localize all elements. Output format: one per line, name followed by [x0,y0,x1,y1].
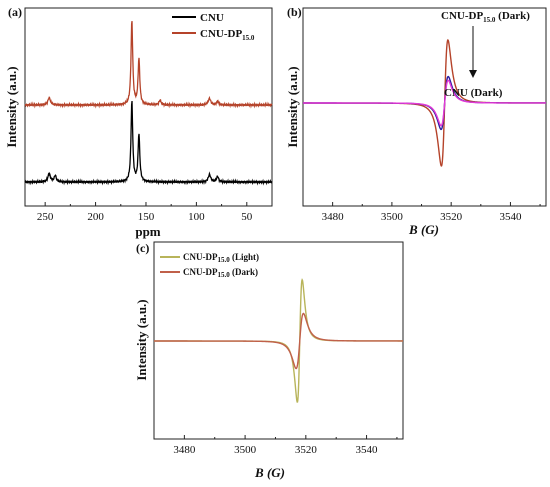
panel-c-ylabel: Intensity (a.u.) [134,299,149,380]
panel-c-xlabel: B (G) [254,465,285,480]
panel-b-ylabel: Intensity (a.u.) [285,66,300,147]
x-tick-label: 100 [188,211,205,223]
x-tick-label: 3480 [173,444,196,456]
x-tick-label: 3520 [440,211,463,223]
legend-label-light: CNU-DP15.0 (Light) [183,252,259,264]
panel-b-annotation-cnu-dp: CNU-DP15.0 (Dark) [441,10,530,24]
panel-a-curves [24,21,273,186]
legend-label-dark-tail: (Dark) [230,267,258,277]
legend-label-light-main: CNU-DP [183,252,218,262]
panel-b-ticks: 3480 3500 3520 3540 [322,202,541,223]
panel-c-xlabel-unit: (G) [267,465,285,480]
panel-b-annotation-arrowhead [469,70,477,78]
legend-label-cnu-dp: CNU-DP15.0 [200,28,255,42]
panel-c-ticks: 3480 3500 3520 3540 [173,435,398,456]
panel-b: (b) 3480 3500 3520 3540 Intensity (a.u.) B … [285,5,547,237]
legend-label-cnu: CNU [200,12,224,24]
panel-b-xlabel: B (G) [408,222,439,237]
panel-a-ylabel: Intensity (a.u.) [4,66,19,147]
x-tick-label: 3500 [234,444,257,456]
x-tick-label: 150 [138,211,155,223]
panel-b-curves [303,38,546,167]
panel-c-curves [154,278,403,403]
panel-a-frame [24,7,273,207]
panel-b-annotation-cnu-dp-tail: (Dark) [495,10,530,22]
x-tick-label: 3540 [499,211,522,223]
panel-c: (c) 3480 3500 3520 3540 Intensity (a.u.) B … [134,241,404,480]
series-line-cnu-dp [24,21,273,109]
x-tick-label: 250 [37,211,54,223]
panel-b-xlabel-main: B [408,222,418,237]
panel-b-annotation-cnu-dp-main: CNU-DP [441,10,483,22]
panel-b-annotation-cnu: CNU (Dark) [444,87,503,99]
panel-c-label: (c) [136,241,149,255]
panel-b-label: (b) [287,5,302,19]
panel-a-ticks: 250 200 150 100 50 [37,202,253,223]
panel-b-annotation-cnu-dp-sub: 15.0 [483,16,496,24]
legend-label-cnu-dp-sub: 15.0 [242,34,255,42]
panel-b-frame [302,7,547,207]
panel-c-legend: CNU-DP15.0 (Light) CNU-DP15.0 (Dark) [160,252,259,279]
panel-a-legend: CNU CNU-DP15.0 [172,12,255,42]
legend-label-light-tail: (Light) [230,252,259,262]
panel-a: (a) 250 200 150 100 50 Intensity (a.u.) ppm … [4,5,273,239]
panel-a-xlabel: ppm [135,224,160,239]
x-tick-label: 3500 [381,211,404,223]
panel-b-xlabel-unit: (G) [421,222,439,237]
panel-a-label: (a) [8,5,22,19]
legend-label-light-sub: 15.0 [218,256,231,264]
series-line-1 [154,312,403,370]
series-line-2 [303,79,546,127]
x-tick-label: 3520 [295,444,318,456]
x-tick-label: 50 [241,211,253,223]
x-tick-label: 200 [87,211,104,223]
x-tick-label: 3480 [322,211,345,223]
legend-label-dark-main: CNU-DP [183,267,218,277]
panel-c-xlabel-main: B [254,465,264,480]
legend-label-cnu-dp-main: CNU-DP [200,28,242,40]
legend-label-dark: CNU-DP15.0 (Dark) [183,267,258,279]
series-line-cnu [24,100,273,186]
x-tick-label: 3540 [356,444,379,456]
legend-label-dark-sub: 15.0 [218,271,231,279]
